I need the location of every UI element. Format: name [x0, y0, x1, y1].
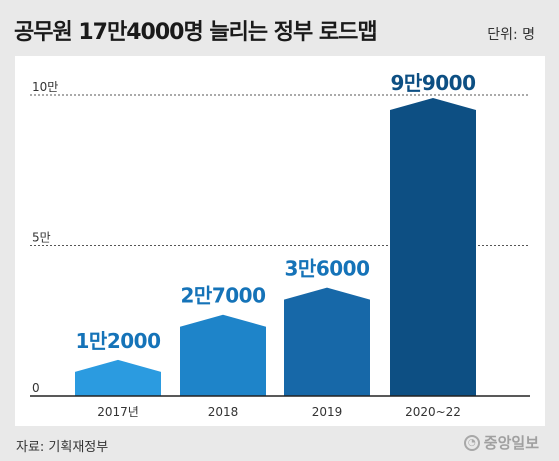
y-tick-label: 0: [32, 381, 40, 395]
unit-label: 단위: 명: [487, 27, 535, 43]
bar: [284, 287, 370, 396]
bar: [390, 98, 476, 396]
x-tick-label: 2020~22: [405, 405, 461, 419]
source-label: 자료: 기획재정부: [16, 440, 109, 455]
bar: [180, 314, 266, 396]
logo-icon: ◔: [463, 434, 480, 451]
x-tick-label: 2018: [208, 405, 239, 419]
value-label: 2만7000: [181, 284, 266, 308]
publisher-logo: ◔ 중앙일보: [463, 432, 539, 453]
y-tick-label: 5만: [32, 231, 51, 245]
bar-chart: 0 5만 10만 1만2000 2만7000 3만6000 9만9000 2017년 2018 2…: [30, 71, 530, 419]
bar: [75, 359, 161, 396]
y-tick-label: 10만: [32, 80, 58, 94]
value-label: 3만6000: [285, 257, 370, 281]
x-tick-label: 2019: [312, 405, 343, 419]
x-tick-label: 2017년: [97, 405, 139, 419]
logo-text: 중앙일보: [483, 434, 539, 452]
chart-title: 공무원 17만4000명 늘리는 정부 로드맵: [14, 20, 378, 45]
value-label: 9만9000: [391, 71, 476, 95]
value-label: 1만2000: [76, 329, 161, 353]
chart-panel: 0 5만 10만 1만2000 2만7000 3만6000 9만9000 2017년 2018 2…: [15, 56, 545, 426]
